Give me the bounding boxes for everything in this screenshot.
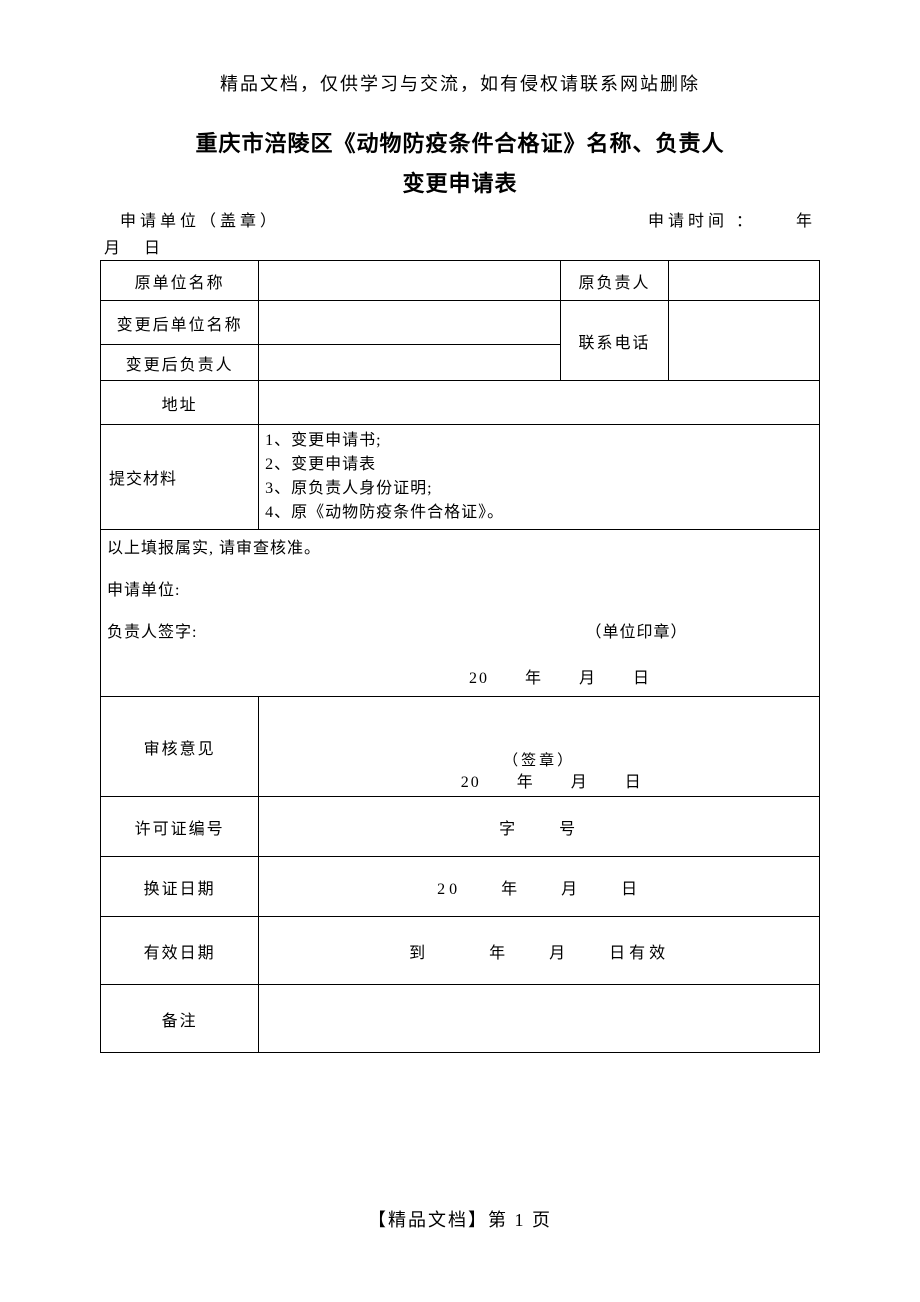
- cell-permit-label: 许可证编号: [101, 797, 259, 857]
- table-row: 地址: [101, 381, 820, 425]
- table-row: 备注: [101, 985, 820, 1053]
- declare-line1: 以上填报属实, 请审查核准。: [107, 534, 813, 558]
- table-row: 审核意见 （签章） 20 年 月 日: [101, 697, 820, 797]
- meta-row: 申请单位（盖章） 申请时间 ： 年: [100, 210, 820, 234]
- table-row: 以上填报属实, 请审查核准。 申请单位: 负责人签字: （单位印章） 20 年 …: [101, 530, 820, 697]
- year-unit: 年: [796, 213, 816, 230]
- table-row: 许可证编号 字 号: [101, 797, 820, 857]
- table-row: 换证日期 20 年 月 日: [101, 857, 820, 917]
- cell-phone-label: 联系电话: [561, 301, 669, 381]
- time-label-text: 申请时间 ：: [648, 213, 756, 230]
- header-note: 精品文档，仅供学习与交流，如有侵权请联系网站删除: [100, 70, 820, 96]
- declare-seal-label: （单位印章）: [460, 618, 813, 642]
- review-date: 20 年 月 日: [461, 768, 643, 792]
- cell-permit-value: 字 号: [259, 797, 820, 857]
- form-table: 原单位名称 原负责人 变更后单位名称 联系电话 变更后负责人 地址 提交材料 1…: [100, 260, 820, 1053]
- cell-new-person-value: [259, 345, 561, 381]
- cell-review-value: （签章） 20 年 月 日: [259, 697, 820, 797]
- cell-new-person-label: 变更后负责人: [101, 345, 259, 381]
- cell-valid-label: 有效日期: [101, 917, 259, 985]
- cell-renew-value: 20 年 月 日: [259, 857, 820, 917]
- declare-date: 20 年 月 日: [107, 664, 813, 688]
- review-sig: （签章）: [503, 749, 575, 770]
- footer-pagination: 【精品文档】第 1 页: [0, 1206, 920, 1232]
- cell-phone-value: [668, 301, 819, 381]
- cell-materials-value: 1、变更申请书; 2、变更申请表 3、原负责人身份证明; 4、原《动物防疫条件合…: [259, 425, 820, 530]
- cell-remark-label: 备注: [101, 985, 259, 1053]
- table-row: 变更后单位名称 联系电话: [101, 301, 820, 345]
- cell-new-unit-label: 变更后单位名称: [101, 301, 259, 345]
- table-row: 有效日期 到 年 月 日有效: [101, 917, 820, 985]
- material-item: 4、原《动物防疫条件合格证》。: [265, 501, 813, 525]
- applicant-label: 申请单位（盖章）: [120, 210, 280, 234]
- cell-valid-value: 到 年 月 日有效: [259, 917, 820, 985]
- cell-address-label: 地址: [101, 381, 259, 425]
- apply-time-label: 申请时间 ： 年: [648, 210, 816, 234]
- cell-orig-person-value: [668, 261, 819, 301]
- cell-declaration: 以上填报属实, 请审查核准。 申请单位: 负责人签字: （单位印章） 20 年 …: [101, 530, 820, 697]
- table-row: 提交材料 1、变更申请书; 2、变更申请表 3、原负责人身份证明; 4、原《动物…: [101, 425, 820, 530]
- title-line1: 重庆市涪陵区《动物防疫条件合格证》名称、负责人: [100, 126, 820, 158]
- declare-line2: 申请单位:: [107, 576, 813, 600]
- material-item: 2、变更申请表: [265, 453, 813, 477]
- cell-orig-unit-label: 原单位名称: [101, 261, 259, 301]
- cell-address-value: [259, 381, 820, 425]
- table-row: 原单位名称 原负责人: [101, 261, 820, 301]
- cell-review-label: 审核意见: [101, 697, 259, 797]
- cell-orig-unit-value: [259, 261, 561, 301]
- material-item: 3、原负责人身份证明;: [265, 477, 813, 501]
- cell-renew-label: 换证日期: [101, 857, 259, 917]
- cell-remark-value: [259, 985, 820, 1053]
- title-line2: 变更申请表: [100, 166, 820, 198]
- meta-md: 月 日: [100, 234, 820, 258]
- material-item: 1、变更申请书;: [265, 429, 813, 453]
- declare-sign-label: 负责人签字:: [107, 618, 460, 642]
- cell-orig-person-label: 原负责人: [561, 261, 669, 301]
- cell-materials-label: 提交材料: [101, 425, 259, 530]
- cell-new-unit-value: [259, 301, 561, 345]
